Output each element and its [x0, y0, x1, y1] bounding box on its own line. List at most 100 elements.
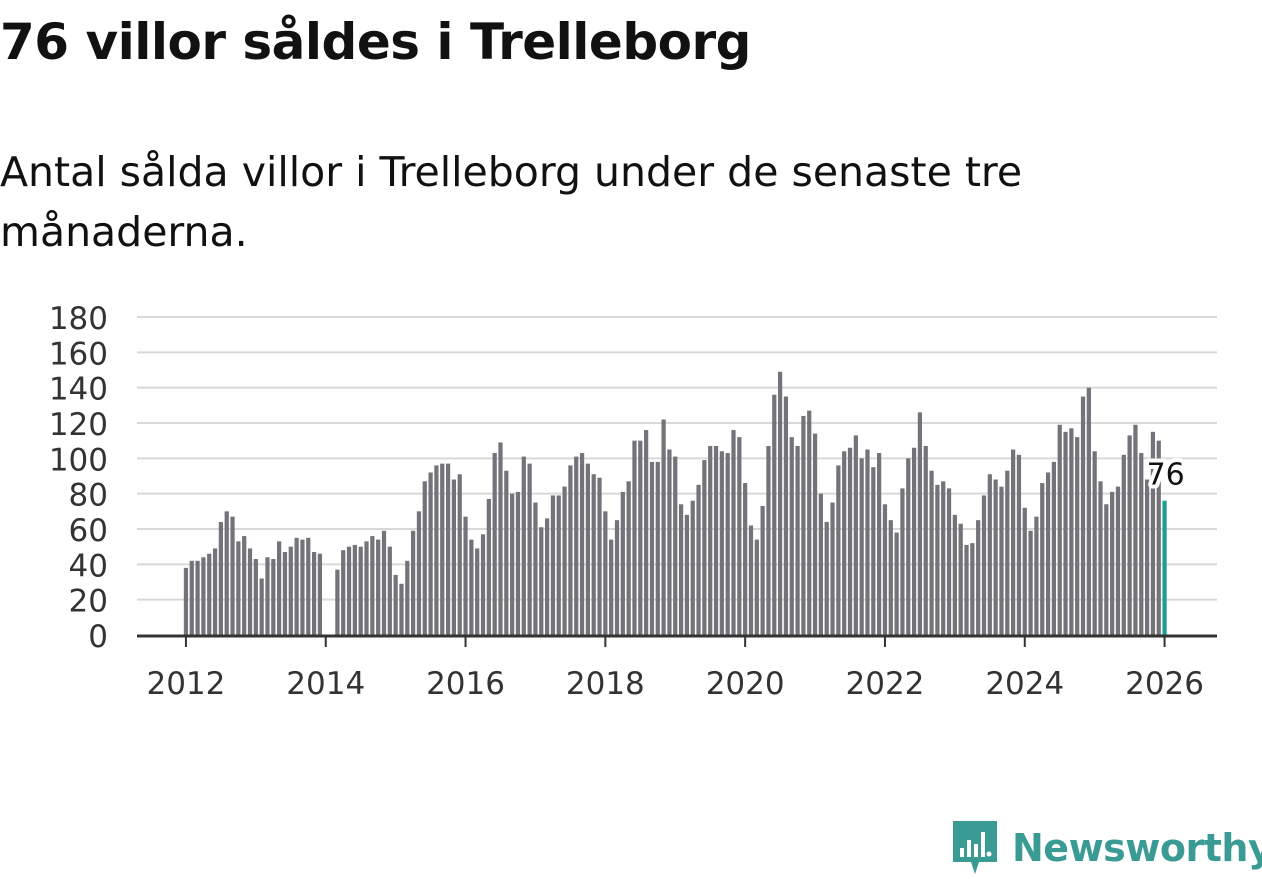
- bar: [626, 481, 631, 635]
- x-tick-label: 2024: [985, 666, 1064, 702]
- bar: [737, 437, 742, 635]
- bar: [842, 451, 847, 635]
- bar: [416, 511, 422, 635]
- bar: [958, 523, 963, 635]
- bar: [789, 437, 794, 635]
- y-tick-label: 120: [49, 407, 108, 443]
- bar: [830, 502, 835, 635]
- y-tick-label: 20: [69, 584, 108, 620]
- bar: [614, 520, 620, 635]
- bar: [1057, 424, 1062, 635]
- y-tick-label: 80: [69, 478, 108, 514]
- bar: [317, 553, 323, 635]
- bar: [521, 456, 526, 635]
- bar: [376, 539, 381, 635]
- bar: [1011, 449, 1016, 635]
- bar: [1028, 530, 1033, 635]
- bar: [579, 453, 585, 635]
- bar: [539, 527, 544, 635]
- x-tick-label: 2018: [566, 666, 645, 702]
- bar: [673, 456, 678, 635]
- bar: [335, 569, 340, 635]
- bar: [475, 548, 480, 635]
- bar: [609, 539, 614, 635]
- bar: [358, 546, 363, 635]
- bar: [684, 514, 690, 635]
- bar: [428, 472, 433, 635]
- bar: [655, 461, 660, 635]
- x-tick-label: 2020: [706, 666, 785, 702]
- bar: [236, 541, 241, 635]
- bar: [882, 504, 888, 635]
- bar: [1110, 491, 1115, 635]
- bar: [743, 483, 748, 635]
- bar: [766, 445, 771, 635]
- bar: [911, 447, 917, 635]
- bar: [1063, 431, 1068, 635]
- bar: [696, 484, 701, 635]
- bar: [544, 518, 550, 635]
- bar: [1127, 435, 1132, 635]
- y-tick-label: 160: [49, 336, 108, 372]
- bar: [964, 544, 969, 635]
- bar: [941, 481, 946, 635]
- y-tick-label: 140: [49, 372, 108, 408]
- bar: [847, 447, 853, 635]
- bar: [1051, 461, 1057, 635]
- bar: [399, 583, 404, 635]
- bar: [1098, 481, 1103, 635]
- bar: [812, 433, 818, 635]
- bar: [754, 539, 759, 635]
- bar: [917, 412, 923, 635]
- bar: [212, 548, 218, 635]
- bar: [649, 461, 655, 635]
- bar: [242, 536, 247, 635]
- x-axis-ticks: 2012 2014 2016 2018 2020 2022 2024 2026: [146, 637, 1204, 702]
- bar: [480, 534, 486, 635]
- bar: [247, 548, 253, 635]
- bar: [498, 442, 503, 635]
- bar: [574, 456, 579, 635]
- bar: [760, 506, 765, 635]
- bar: [253, 559, 258, 635]
- x-tick-label: 2022: [846, 666, 925, 702]
- x-tick-label: 2026: [1125, 666, 1204, 702]
- bar: [1150, 431, 1156, 635]
- bar: [725, 453, 730, 635]
- bar: [224, 511, 229, 635]
- bar: [1075, 437, 1080, 635]
- bar: [265, 557, 270, 635]
- bar: [1115, 486, 1121, 635]
- bar: [195, 560, 200, 635]
- bar: [341, 550, 346, 635]
- bar: [1040, 483, 1045, 635]
- bar: [218, 521, 223, 635]
- bar: [445, 463, 451, 635]
- bar: [1086, 387, 1091, 635]
- bar: [1005, 470, 1010, 635]
- bar: [719, 451, 724, 635]
- bars: [183, 371, 1167, 635]
- bar: [777, 371, 783, 635]
- bar: [306, 537, 311, 635]
- bar: [708, 445, 713, 635]
- bar: [277, 541, 282, 635]
- bar: [527, 463, 532, 635]
- bar: [993, 479, 998, 635]
- bar: [451, 479, 457, 635]
- bar-latest: [1162, 500, 1167, 635]
- bar: [853, 435, 858, 635]
- bar: [824, 521, 829, 635]
- bar: [1022, 507, 1027, 635]
- bar: [620, 491, 625, 635]
- bar: [859, 458, 864, 635]
- bar: [987, 474, 992, 635]
- bar: [935, 484, 940, 635]
- bar: [346, 546, 352, 635]
- bar: [1156, 440, 1161, 635]
- bar: [1139, 453, 1144, 635]
- bar: [434, 465, 439, 635]
- bar: [294, 537, 299, 635]
